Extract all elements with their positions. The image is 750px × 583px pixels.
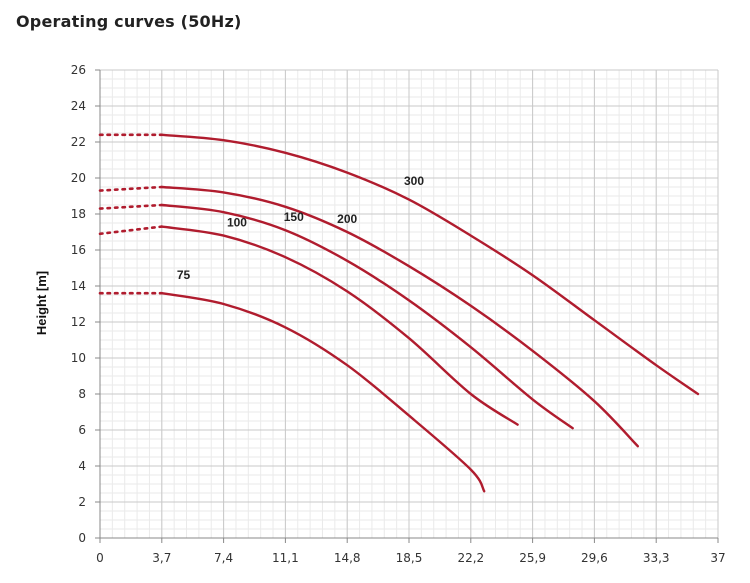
x-tick-labels: 0 3,7 7,4 11,1 14,8 18,5 22,2 25,9 29,6 33,3 37 <box>96 538 726 565</box>
series-150-line <box>160 203 574 430</box>
x-tick-label: 3,7 <box>152 551 171 565</box>
page-title: Operating curves (50Hz) <box>16 12 242 31</box>
y-tick-label: 24 <box>71 99 86 113</box>
series-label-150: 150 <box>284 210 304 224</box>
series-label-75: 75 <box>177 268 191 282</box>
x-tick-label: 25,9 <box>519 551 546 565</box>
x-tick-label: 14,8 <box>334 551 361 565</box>
major-grid <box>99 69 719 539</box>
y-tick-label: 14 <box>71 279 86 293</box>
series-lines <box>98 133 700 493</box>
x-tick-label: 29,6 <box>581 551 608 565</box>
y-tick-label: 12 <box>71 315 86 329</box>
series-200-line <box>160 185 639 448</box>
series-100-line <box>160 225 519 426</box>
x-tick-label: 37 <box>710 551 725 565</box>
y-tick-label: 4 <box>78 459 86 473</box>
series-75-line <box>160 292 486 493</box>
x-tick-label: 18,5 <box>396 551 423 565</box>
y-tick-label: 22 <box>71 135 86 149</box>
series-label-200: 200 <box>337 212 357 226</box>
x-tick-label: 7,4 <box>214 551 233 565</box>
y-tick-label: 0 <box>78 531 86 545</box>
x-tick-label: 22,2 <box>457 551 484 565</box>
x-tick-label: 33,3 <box>643 551 670 565</box>
y-tick-label: 6 <box>78 423 86 437</box>
x-tick-label: 11,1 <box>272 551 299 565</box>
series-100-dotted-line <box>98 225 164 236</box>
series-label-300: 300 <box>404 174 424 188</box>
y-tick-label: 26 <box>71 63 86 77</box>
y-tick-label: 20 <box>71 171 86 185</box>
y-tick-label: 18 <box>71 207 86 221</box>
y-tick-label: 10 <box>71 351 86 365</box>
series-200-dotted-line <box>98 185 164 192</box>
series-labels: 75 100 150 200 300 <box>177 174 425 282</box>
series-150-dotted-line <box>98 203 164 210</box>
series-label-100: 100 <box>227 216 247 230</box>
y-tick-label: 2 <box>78 495 86 509</box>
y-axis-label: Height [m] <box>34 271 49 335</box>
y-tick-label: 8 <box>78 387 86 401</box>
series-300-line <box>160 133 700 396</box>
y-tick-label: 16 <box>71 243 86 257</box>
x-tick-label: 0 <box>96 551 104 565</box>
